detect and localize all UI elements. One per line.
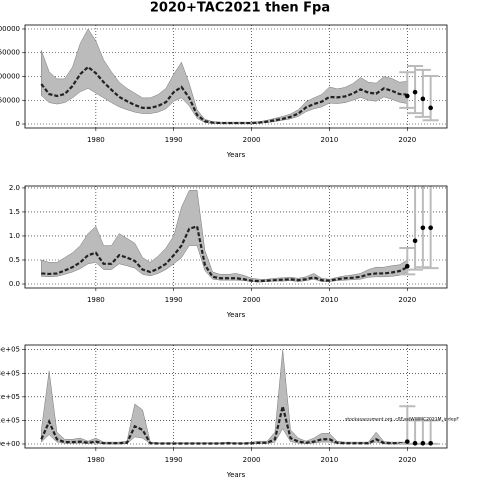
- forecast-point: [420, 225, 426, 231]
- x-tick-label: 2000: [243, 136, 261, 144]
- y-tick-label: 4e+05: [0, 346, 20, 354]
- y-tick-label: 0e+00: [0, 440, 20, 448]
- estimate-line: [40, 406, 408, 445]
- x-tick-label: 1980: [87, 456, 105, 464]
- y-tick-label: 50000: [0, 96, 20, 104]
- x-tick-label: 2020: [398, 296, 416, 304]
- forecast-point: [420, 96, 426, 102]
- forecast-point: [404, 439, 410, 444]
- x-tick-label: 2010: [321, 456, 339, 464]
- forecast-point: [428, 225, 433, 231]
- x-tick-label: 1990: [165, 456, 183, 464]
- plot-frame: [24, 185, 448, 289]
- x-tick-label: 2020: [398, 456, 416, 464]
- x-tick-label: 1990: [165, 136, 183, 144]
- y-tick-label: 0.0: [9, 280, 20, 288]
- forecast-point: [412, 440, 418, 446]
- x-tick-label: 2010: [321, 296, 339, 304]
- x-tick-label: 1990: [165, 296, 183, 304]
- y-tick-label: 2.0: [9, 184, 20, 192]
- x-tick-label: 1980: [87, 296, 105, 304]
- y-tick-label: 0.5: [9, 256, 20, 264]
- x-axis-label: Years: [226, 311, 246, 319]
- forecast-point: [412, 89, 418, 95]
- y-tick-label: 100000: [0, 73, 20, 81]
- y-tick-label: 2e+05: [0, 393, 20, 401]
- plot-area: [40, 28, 439, 125]
- forecast-point: [428, 440, 433, 446]
- x-axis-label: Years: [226, 471, 246, 479]
- y-tick-label: 1.0: [9, 232, 20, 240]
- plot-area: [40, 349, 439, 446]
- plot-area: [41, 186, 439, 283]
- annotation: stockassessment.org, c0EastWWMC2021M_ind…: [345, 417, 459, 423]
- x-tick-label: 2020: [398, 136, 416, 144]
- forecast-point: [404, 93, 410, 99]
- plot-frame: [24, 24, 448, 129]
- forecast-point: [428, 105, 433, 111]
- x-tick-label: 2000: [243, 296, 261, 304]
- estimate-line: [41, 224, 408, 283]
- y-tick-label: 150000: [0, 49, 20, 57]
- x-axis-label: Years: [226, 151, 246, 159]
- x-tick-label: 1980: [87, 136, 105, 144]
- forecast-point: [404, 263, 410, 269]
- x-tick-label: 2000: [243, 456, 261, 464]
- estimate-line: [40, 65, 408, 125]
- plot-frame: [24, 344, 448, 449]
- x-tick-label: 2010: [321, 136, 339, 144]
- chart-title: 2020+TAC2021 then Fpa: [150, 1, 330, 16]
- forecast-point: [420, 440, 426, 446]
- y-tick-label: 3e+05: [0, 369, 20, 377]
- y-tick-label: 1.5: [9, 208, 20, 216]
- forecast-point: [412, 238, 418, 244]
- y-tick-label: 0: [16, 120, 20, 128]
- y-tick-label: 1e+05: [0, 416, 20, 424]
